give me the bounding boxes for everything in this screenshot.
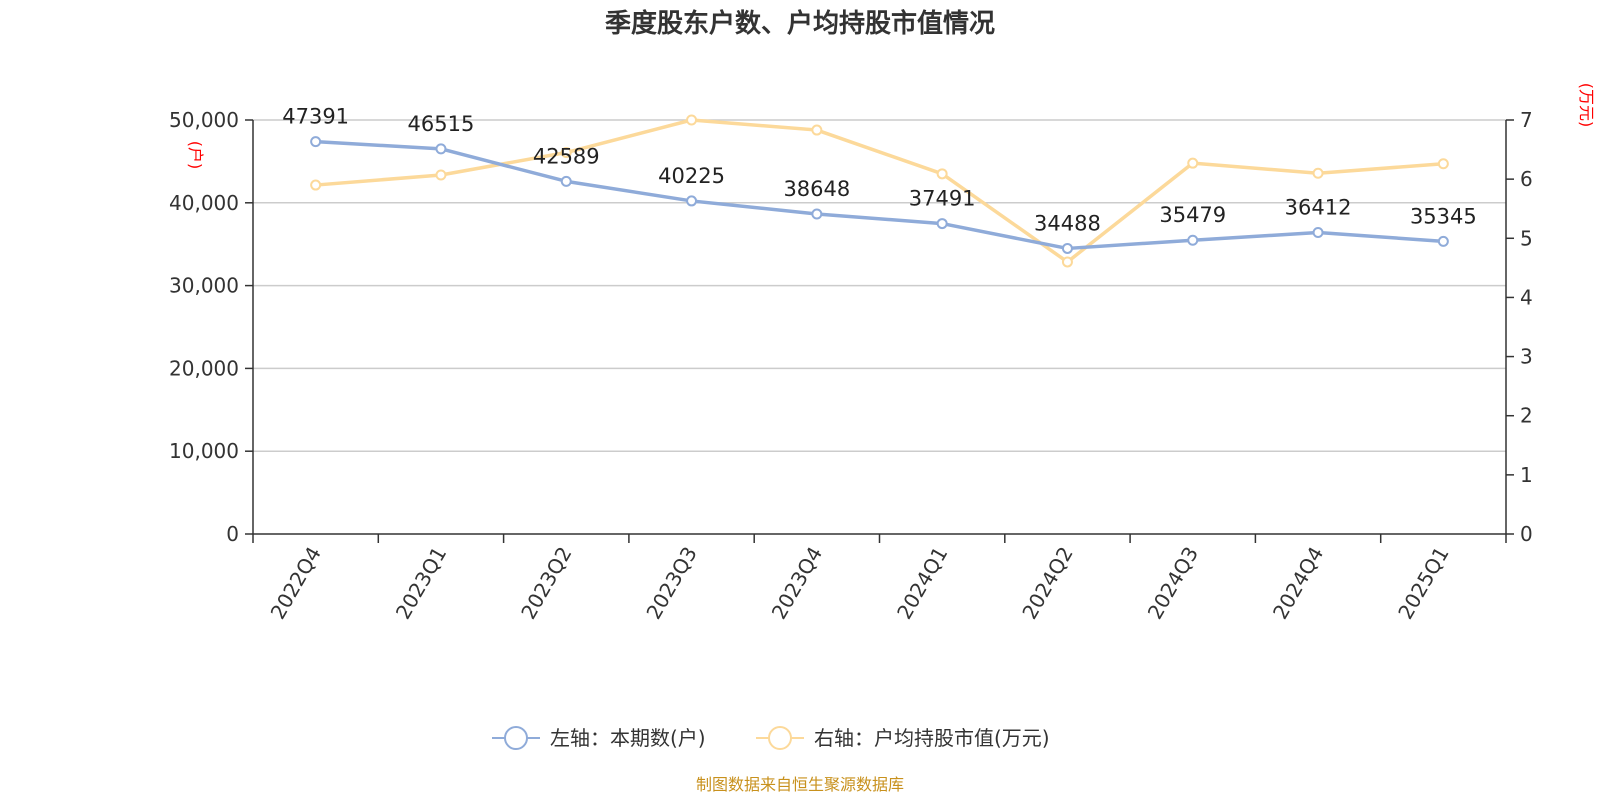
series-line-left bbox=[313, 139, 1446, 251]
data-point-left bbox=[310, 136, 322, 148]
data-label: 34488 bbox=[1034, 211, 1101, 235]
right-tick-label: 4 bbox=[1520, 285, 1533, 309]
legend-marker bbox=[768, 726, 792, 750]
source-note: 制图数据来自恒生聚源数据库 bbox=[696, 775, 904, 794]
x-tick-label: 2025Q1 bbox=[1393, 543, 1453, 624]
data-label: 37491 bbox=[909, 187, 976, 211]
left-tick-label: 50,000 bbox=[169, 108, 239, 132]
x-tick-label: 2023Q2 bbox=[516, 543, 576, 624]
right-tick-label: 2 bbox=[1520, 404, 1533, 428]
data-label: 35479 bbox=[1159, 203, 1226, 227]
right-tick-label: 5 bbox=[1520, 226, 1533, 250]
left-tick-label: 30,000 bbox=[169, 274, 239, 298]
data-point-right bbox=[310, 179, 322, 191]
x-tick-label: 2024Q1 bbox=[892, 543, 952, 624]
x-tick-label: 2022Q4 bbox=[266, 543, 326, 624]
data-point-right bbox=[560, 147, 572, 159]
left-tick-label: 20,000 bbox=[169, 356, 239, 380]
right-tick-label: 0 bbox=[1520, 522, 1533, 546]
data-point-right bbox=[1061, 256, 1073, 268]
data-label: 35345 bbox=[1410, 204, 1477, 228]
x-tick-label: 2024Q4 bbox=[1268, 543, 1328, 624]
data-point-left bbox=[1187, 234, 1199, 246]
data-label: 46515 bbox=[408, 112, 475, 136]
x-tick-label: 2023Q4 bbox=[767, 543, 827, 624]
data-label: 47391 bbox=[282, 105, 349, 129]
data-label: 40225 bbox=[658, 164, 725, 188]
data-label: 42589 bbox=[533, 144, 600, 168]
data-point-right bbox=[811, 124, 823, 136]
data-point-left bbox=[811, 208, 823, 220]
data-point-left bbox=[1312, 227, 1324, 239]
right-tick-label: 1 bbox=[1520, 463, 1533, 487]
left-tick-label: 10,000 bbox=[169, 439, 239, 463]
chart-title: 季度股东户数、户均持股市值情况 bbox=[605, 8, 995, 39]
data-point-left bbox=[1437, 235, 1449, 247]
data-label: 38648 bbox=[783, 177, 850, 201]
data-point-left bbox=[686, 195, 698, 207]
right-tick-label: 3 bbox=[1520, 345, 1533, 369]
x-tick-label: 2024Q3 bbox=[1143, 543, 1203, 624]
left-tick-label: 40,000 bbox=[169, 191, 239, 215]
data-point-right bbox=[1437, 158, 1449, 170]
data-point-left bbox=[1061, 242, 1073, 254]
right-tick-label: 6 bbox=[1520, 167, 1533, 191]
data-point-left bbox=[560, 175, 572, 187]
left-tick-label: 0 bbox=[226, 522, 239, 546]
series-layer: 47391 46515 42589 40225 38648 37491 34488 35479… bbox=[282, 105, 1477, 268]
legend: 左轴：本期数(户) 右轴：户均持股市值(万元) bbox=[492, 726, 1050, 750]
data-point-right bbox=[936, 168, 948, 180]
data-point-right bbox=[435, 169, 447, 181]
legend-label: 左轴：本期数(户) bbox=[550, 726, 706, 750]
axes: 0 10,000 20,000 30,000 40,000 50,000 0 1 2 3 4 5 6 7 2… bbox=[169, 108, 1533, 623]
x-tick-label: 2023Q1 bbox=[391, 543, 451, 624]
x-tick-label: 2023Q3 bbox=[641, 543, 701, 624]
data-point-right bbox=[1187, 157, 1199, 169]
data-point-left bbox=[435, 143, 447, 155]
series-line-right bbox=[313, 118, 1446, 264]
left-axis-unit: (户) bbox=[186, 141, 205, 170]
legend-label: 右轴：户均持股市值(万元) bbox=[814, 726, 1050, 750]
right-axis-unit: (万元) bbox=[1577, 83, 1596, 128]
grid-lines bbox=[253, 119, 1506, 452]
legend-marker bbox=[504, 726, 528, 750]
x-tick-label: 2024Q2 bbox=[1017, 543, 1077, 624]
data-point-right bbox=[686, 114, 698, 126]
data-point-right bbox=[1312, 167, 1324, 179]
data-label: 36412 bbox=[1285, 196, 1352, 220]
data-point-left bbox=[936, 218, 948, 230]
right-tick-label: 7 bbox=[1520, 108, 1533, 132]
